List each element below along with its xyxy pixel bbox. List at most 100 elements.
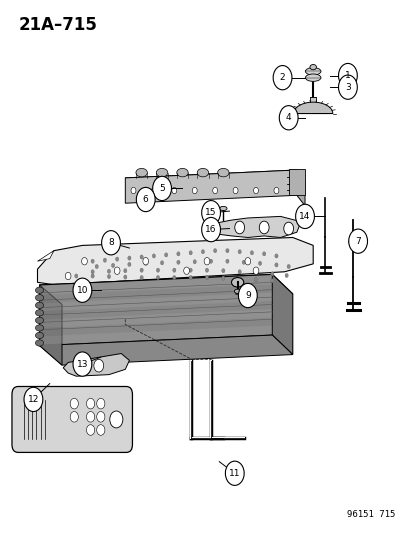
Circle shape [70,411,78,422]
Circle shape [128,262,131,266]
Circle shape [204,257,209,265]
Circle shape [97,398,104,409]
Polygon shape [38,238,313,285]
Text: 9: 9 [244,291,250,300]
Circle shape [140,255,143,259]
Ellipse shape [36,287,43,293]
Circle shape [86,425,95,435]
Polygon shape [40,326,272,344]
Circle shape [253,188,258,193]
Circle shape [270,272,273,276]
Circle shape [172,276,176,280]
Polygon shape [40,274,272,345]
Circle shape [338,75,356,99]
Circle shape [156,268,159,272]
Text: 3: 3 [344,83,350,92]
Circle shape [164,253,167,257]
Ellipse shape [135,168,147,177]
Circle shape [115,257,119,261]
Circle shape [225,259,228,263]
Circle shape [171,188,176,193]
Text: 4: 4 [285,113,291,122]
Polygon shape [125,170,304,189]
Circle shape [77,361,87,374]
Ellipse shape [309,64,316,70]
Circle shape [209,259,212,263]
Polygon shape [309,96,316,103]
Ellipse shape [219,206,226,211]
Circle shape [252,267,258,274]
Polygon shape [38,251,54,261]
Circle shape [258,261,261,265]
Text: 8: 8 [108,238,114,247]
Circle shape [237,249,241,254]
Text: 21A–715: 21A–715 [19,16,98,34]
Circle shape [97,425,104,435]
Circle shape [176,260,180,264]
Circle shape [254,271,257,275]
Ellipse shape [156,168,167,177]
Circle shape [183,267,189,274]
Text: 11: 11 [228,469,240,478]
Circle shape [152,176,171,200]
Circle shape [172,268,176,272]
Circle shape [81,257,87,265]
Circle shape [250,251,253,255]
Text: 13: 13 [76,360,88,369]
Ellipse shape [305,74,320,82]
Circle shape [140,276,143,280]
Polygon shape [40,309,272,328]
Text: 12: 12 [28,395,39,404]
Circle shape [144,261,147,265]
Circle shape [201,217,220,241]
Polygon shape [296,170,304,206]
Circle shape [91,274,94,278]
Circle shape [201,200,220,225]
Polygon shape [211,216,300,238]
Ellipse shape [36,317,43,324]
Circle shape [262,252,265,256]
Circle shape [24,387,43,411]
Circle shape [238,284,256,308]
Circle shape [152,254,155,258]
Polygon shape [40,293,272,311]
Circle shape [160,261,163,265]
Text: 14: 14 [299,212,310,221]
Text: 96151 715: 96151 715 [346,510,394,519]
Ellipse shape [36,340,43,346]
Circle shape [131,188,135,193]
Circle shape [348,229,367,253]
Circle shape [107,274,110,279]
Polygon shape [40,318,272,336]
Text: 1: 1 [344,71,350,80]
Circle shape [244,257,250,265]
Circle shape [189,251,192,255]
Circle shape [101,231,120,255]
Circle shape [95,264,98,269]
Ellipse shape [36,302,43,309]
Circle shape [109,411,123,428]
Circle shape [273,66,291,90]
Circle shape [114,267,120,274]
Circle shape [123,269,127,273]
Circle shape [234,221,244,234]
Polygon shape [40,335,292,365]
Circle shape [176,252,180,256]
Circle shape [237,270,241,274]
Circle shape [156,276,159,280]
Polygon shape [40,285,62,365]
Text: 10: 10 [76,286,88,295]
Circle shape [123,275,127,279]
Circle shape [70,398,78,409]
Circle shape [295,204,313,229]
Circle shape [205,268,208,272]
Circle shape [221,276,224,280]
Circle shape [111,263,114,268]
Polygon shape [40,276,272,295]
Circle shape [286,264,290,269]
Circle shape [192,188,197,193]
Circle shape [225,461,244,486]
Circle shape [103,258,106,262]
Text: 5: 5 [159,184,164,193]
Ellipse shape [231,278,243,287]
